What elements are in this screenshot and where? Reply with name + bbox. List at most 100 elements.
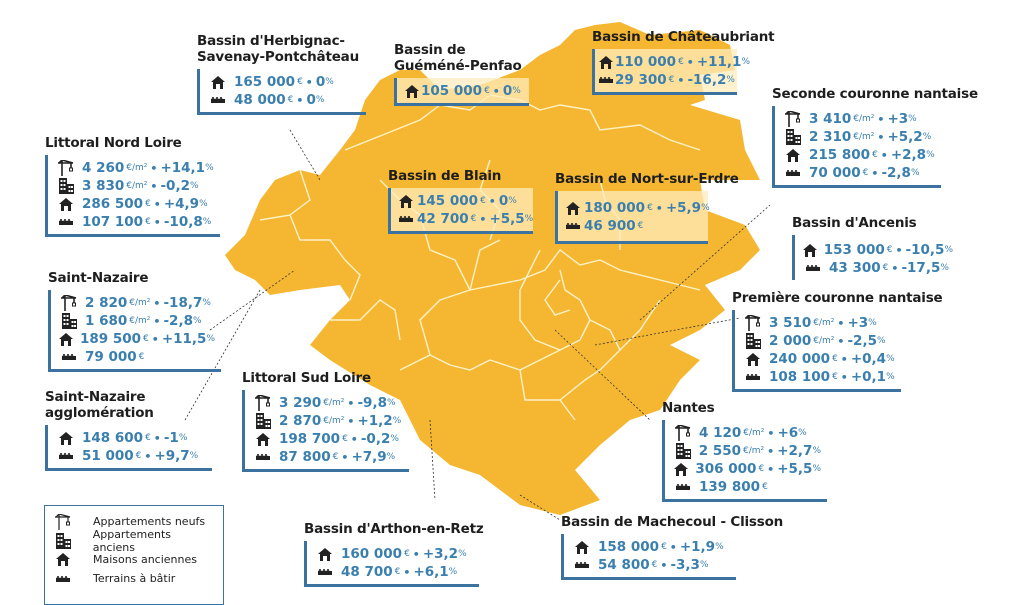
building-icon [253,413,273,429]
land-plot-icon [783,165,803,181]
region-nantes: Nantes 4 120 €/m² • +6% 2 550 €/m² • +2,7% 306… [662,400,827,502]
price-row-old-apartments: 2 870 €/m² • +1,2% [253,412,403,430]
region-guemene: Bassin de Guéméné-Penfao 105 000 € • 0% [394,42,529,106]
price-row-land: 139 800 € [673,478,821,496]
house-icon [783,147,803,163]
price-row-old-apartments: 2 000 €/m² • -2,5% [743,332,895,350]
house-icon [53,553,73,566]
region-title: Bassin d'Ancenis [792,215,917,231]
price-row-land: 79 000 € [59,348,215,366]
region-title: Bassin de Blain [388,168,502,184]
land-plot-icon [56,448,76,464]
price-row-houses: 110 000 € • +11,1% [599,53,750,71]
price-panel: 145 000 € • 0% 42 700 € • +5,5% [388,188,533,234]
land-plot-icon [566,218,580,234]
land-plot-icon [673,479,693,495]
price-panel: 4 120 €/m² • +6% 2 550 €/m² • +2,7% 306 000 € • +… [662,420,827,502]
crane-icon [783,111,803,127]
land-plot-icon [572,557,592,573]
land-plot-icon [803,260,823,276]
price-row-houses: 153 000 € • -10,5% [803,241,953,259]
price-row-houses: 215 800 € • +2,8% [783,146,935,164]
land-plot-icon [253,449,273,465]
house-icon [59,331,74,347]
house-icon [315,546,335,562]
region-title: Seconde couronne nantaise [772,86,978,102]
building-icon [53,532,73,549]
price-panel: 3 510 €/m² • +3% 2 000 €/m² • -2,5% 240 000 € • +… [732,310,901,392]
house-icon [566,200,580,216]
price-row-land: 107 100 € • -10,8% [56,213,214,231]
legend-item-new-apartments: Appartements neufs [53,512,215,531]
legend-item-houses: Maisons anciennes [53,550,215,569]
house-icon [56,196,76,212]
region-littoral-sud-loire: Littoral Sud Loire 3 290 €/m² • -9,8% 2 870… [242,370,409,472]
region-title: Saint-Nazaire agglomération [45,389,154,421]
building-icon [743,333,763,349]
region-title: Bassin de Nort-sur-Erdre [555,171,739,187]
price-row-houses: 105 000 € • 0% [405,82,523,100]
region-title: Bassin d'Herbignac- Savenay-Pontchâteau [197,33,359,65]
crane-icon [56,160,76,176]
price-panel: 180 000 € • +5,9% 46 900 € [555,191,710,244]
region-saint-nazaire-agglomeration: Saint-Nazaire agglomération 148 600 € • -1% … [45,389,212,471]
building-icon [59,313,79,329]
region-title: Bassin de Guéméné-Penfao [394,42,522,74]
land-plot-icon [315,564,335,580]
price-row-land: 87 800 € • +7,9% [253,448,403,466]
region-title: Première couronne nantaise [732,290,943,306]
price-row-land: 108 100 € • +0,1% [743,368,895,386]
legend-item-old-apartments: Appartements anciens [53,528,215,554]
price-row-houses: 158 000 € • +1,9% [572,538,730,556]
price-row-land: 70 000 € • -2,8% [783,164,935,182]
building-icon [673,443,693,459]
region-premiere-couronne: Première couronne nantaise 3 510 €/m² • +3%… [732,290,943,392]
price-row-houses: 306 000 € • +5,5% [673,460,821,478]
building-icon [783,129,803,145]
price-row-old-apartments: 1 680 €/m² • -2,8% [59,312,215,330]
price-row-houses: 160 000 € • +3,2% [315,545,473,563]
price-row-land: 29 300 € • -16,2% [599,71,735,89]
map-legend: Appartements neufs Appartements anciens … [44,505,224,605]
price-row-new-apartments: 4 260 €/m² • +14,1% [56,159,214,177]
land-plot-icon [399,211,413,227]
price-panel: 165 000 € • 0% 48 000 € • 0% [197,69,366,115]
region-title: Saint-Nazaire [48,270,149,286]
price-row-old-apartments: 3 830 €/m² • -0,2% [56,177,214,195]
region-chateaubriant: Bassin de Châteaubriant 110 000 € • +11,1% … [592,29,775,95]
region-ancenis: Bassin d'Ancenis 153 000 € • -10,5% 43 300 €… [792,215,959,280]
land-plot-icon [53,575,73,582]
price-row-new-apartments: 3 510 €/m² • +3% [743,314,895,332]
house-icon [208,74,228,90]
region-herbignac: Bassin d'Herbignac- Savenay-Pontchâteau 1… [197,33,366,115]
region-nort-sur-erdre: Bassin de Nort-sur-Erdre 180 000 € • +5,9% … [555,171,739,244]
price-row-land: 43 300 € • -17,5% [803,259,953,277]
price-row-land: 48 000 € • 0% [208,91,360,109]
region-title: Nantes [662,400,715,416]
house-icon [803,242,818,258]
price-row-houses: 189 500 € • +11,5% [59,330,215,348]
price-panel: 153 000 € • -10,5% 43 300 € • -17,5% [792,235,959,280]
region-seconde-couronne: Seconde couronne nantaise 3 410 €/m² • +3% … [772,86,978,188]
price-row-houses: 286 500 € • +4,9% [56,195,214,213]
house-icon [405,83,419,99]
house-icon [56,430,76,446]
price-row-new-apartments: 2 820 €/m² • -18,7% [59,294,215,312]
price-row-houses: 180 000 € • +5,9% [566,199,710,217]
region-blain: Bassin de Blain 145 000 € • 0% 42 700 € • +5,5… [388,168,533,234]
region-title: Bassin de Châteaubriant [592,29,775,45]
price-panel: 160 000 € • +3,2% 48 700 € • +6,1% [304,541,479,587]
price-panel: 105 000 € • 0% [394,78,529,106]
price-row-land: 42 700 € • +5,5% [399,210,533,228]
price-row-new-apartments: 4 120 €/m² • +6% [673,424,821,442]
region-title: Bassin d'Arthon-en-Retz [304,521,484,537]
building-icon [56,178,76,194]
region-machecoul-clisson: Bassin de Machecoul - Clisson 158 000 € • +… [561,514,783,580]
price-row-houses: 148 600 € • -1% [56,429,206,447]
cropped-page-title [0,0,620,2]
price-panel: 4 260 €/m² • +14,1% 3 830 €/m² • -0,2% 286 500… [45,155,220,237]
price-row-land: 46 900 € [566,217,702,235]
land-plot-icon [59,349,79,365]
price-row-houses: 145 000 € • 0% [399,192,527,210]
house-icon [572,539,592,555]
